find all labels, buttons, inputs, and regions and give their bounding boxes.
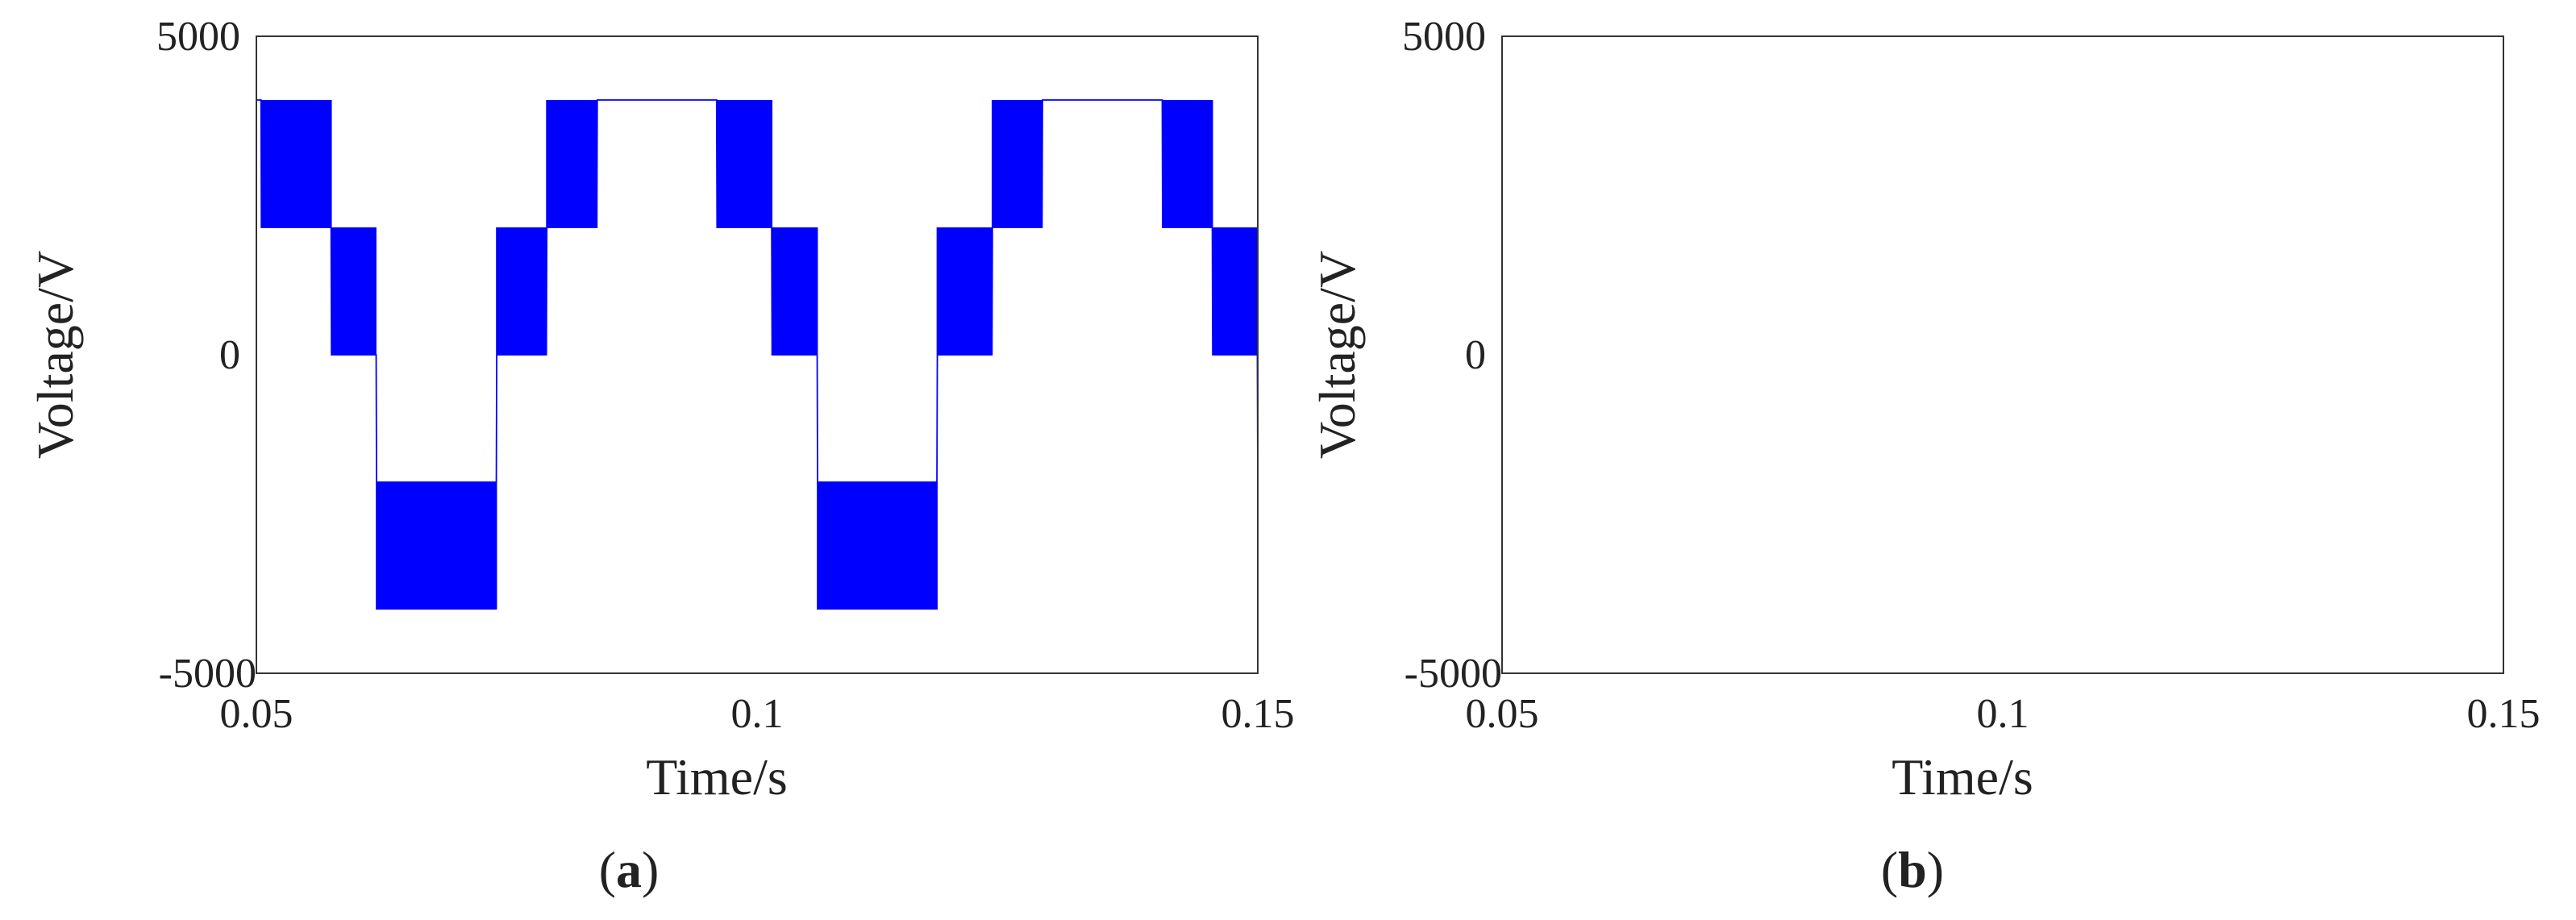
panel-a-caption: (a) [599,841,660,898]
panel-b: 5000 0 -5000 0.05 0.1 0.15 Voltage/V Tim… [1309,14,2541,898]
panel-a-xtick-left: 0.05 [220,691,293,737]
panel-b-ylabel: Voltage/V [1309,251,1366,459]
panel-a: 5000 0 -5000 0.05 0.1 0.15 Voltage/V Tim… [27,14,1295,898]
panel-b-frame [1501,35,2504,674]
panel-a-ytick-top: 5000 [156,14,240,60]
panel-b-xtick-mid: 0.1 [1977,691,2029,737]
panel-a-ytick-bottom: -5000 [159,651,256,697]
panel-a-xlabel: Time/s [646,748,788,806]
panel-a-xtick-right: 0.15 [1221,691,1295,737]
panel-b-xtick-left: 0.05 [1466,691,1539,737]
panel-b-xtick-right: 0.15 [2467,691,2541,737]
panel-a-ytick-mid: 0 [219,332,240,378]
panel-a-xtick-mid: 0.1 [731,691,784,737]
panel-a-ylabel: Voltage/V [27,251,84,459]
panel-a-series-line [256,99,1258,610]
panel-b-ytick-bottom: -5000 [1405,651,1502,697]
panel-a-series-group [256,99,1258,610]
panel-b-caption: (b) [1881,841,1944,898]
panel-b-xlabel: Time/s [1891,748,2033,806]
panel-b-ytick-mid: 0 [1465,332,1486,378]
panel-b-ytick-top: 5000 [1402,14,1486,60]
panel-a-frame [256,35,1259,674]
panel-a-caption-letter: a [616,841,642,898]
panel-b-caption-letter: b [1898,841,1927,898]
